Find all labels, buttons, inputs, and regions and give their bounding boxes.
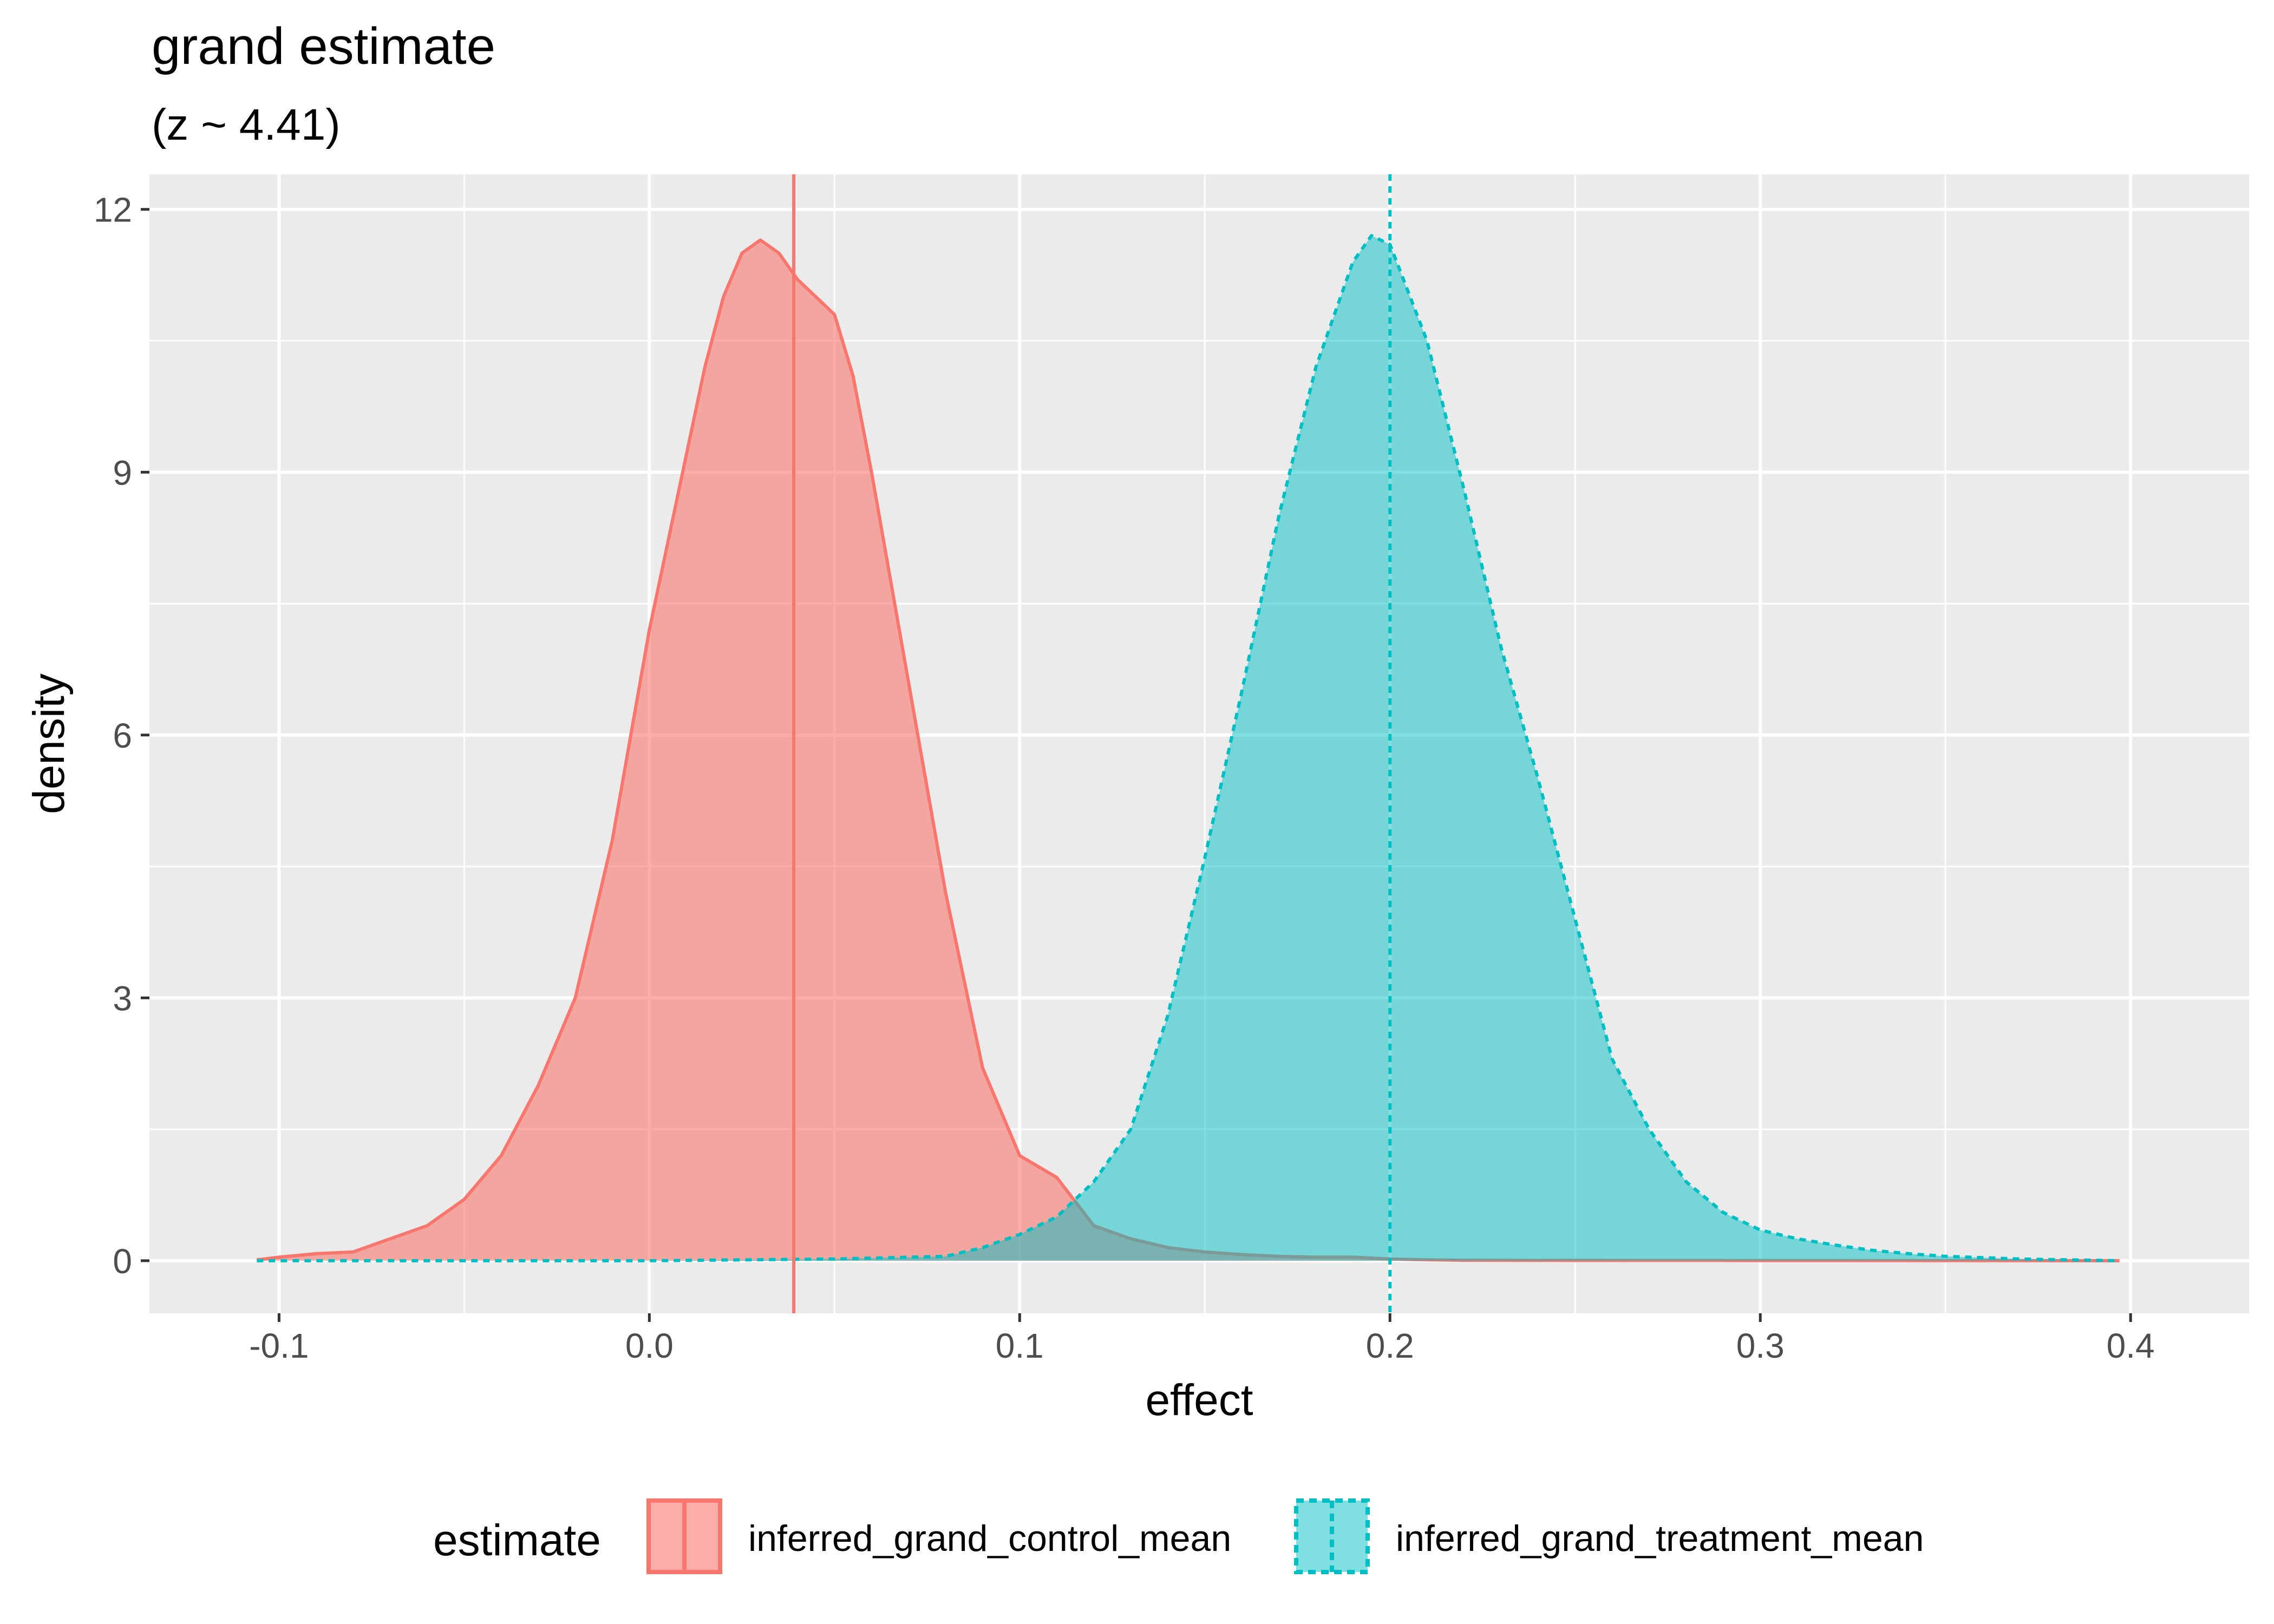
legend-title: estimate [433, 1516, 601, 1565]
density-area-control [257, 240, 2120, 1261]
x-tick-label: 0.1 [996, 1326, 1044, 1365]
x-axis-label: effect [1145, 1376, 1253, 1425]
x-tick-label: -0.1 [249, 1326, 309, 1365]
y-tick-label: 12 [94, 191, 132, 230]
y-tick-label: 9 [113, 453, 132, 492]
legend: estimate inferred_grand_control_mean inf… [433, 1498, 1924, 1574]
chart-title: grand estimate [152, 17, 495, 75]
x-tick-label: 0.0 [625, 1326, 674, 1365]
x-tick-label: 0.3 [1736, 1326, 1785, 1365]
chart-subtitle: (z ~ 4.41) [152, 100, 341, 149]
legend-label-control: inferred_grand_control_mean [748, 1518, 1231, 1559]
y-axis-label: density [24, 673, 74, 814]
x-tick-label: 0.4 [2107, 1326, 2155, 1365]
legend-key-control [646, 1498, 722, 1574]
x-axis: -0.1 0.0 0.1 0.2 0.3 0.4 [249, 1313, 2155, 1365]
mean-lines [792, 174, 1392, 1313]
x-tick-label: 0.2 [1366, 1326, 1414, 1365]
y-tick-label: 0 [113, 1242, 132, 1281]
density-line-treatment [257, 234, 2120, 1262]
legend-key-treatment [1294, 1498, 1370, 1574]
legend-label-treatment: inferred_grand_treatment_mean [1396, 1518, 1924, 1559]
density-area-treatment [257, 235, 2120, 1261]
y-tick-label: 3 [113, 979, 132, 1018]
y-tick-label: 6 [113, 716, 132, 755]
y-axis: 0 3 6 9 12 [94, 191, 149, 1281]
series-layer [256, 234, 2120, 1262]
